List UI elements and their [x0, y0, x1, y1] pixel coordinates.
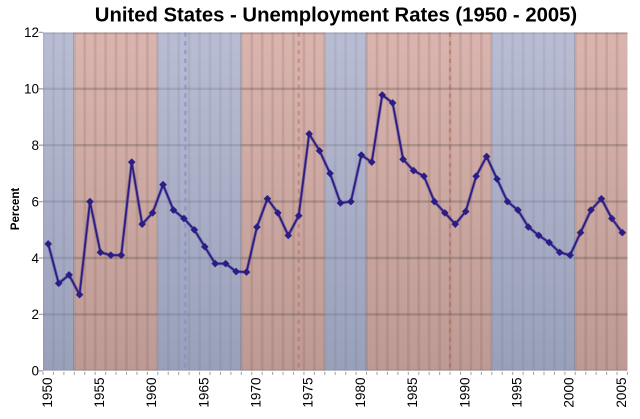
svg-text:0: 0 [31, 364, 39, 379]
svg-text:1970: 1970 [249, 377, 264, 408]
svg-text:2: 2 [31, 307, 39, 322]
svg-text:1955: 1955 [92, 377, 107, 407]
svg-text:1985: 1985 [405, 377, 420, 407]
svg-text:1980: 1980 [353, 377, 368, 408]
svg-text:1960: 1960 [144, 377, 159, 408]
svg-text:United States - Unemployment R: United States - Unemployment Rates (1950… [95, 5, 577, 27]
svg-text:1975: 1975 [301, 377, 316, 407]
svg-text:12: 12 [24, 25, 39, 40]
svg-text:1950: 1950 [40, 377, 55, 408]
svg-text:Percent: Percent [9, 188, 22, 231]
svg-text:10: 10 [24, 82, 39, 97]
svg-text:1965: 1965 [196, 377, 211, 407]
svg-text:4: 4 [31, 251, 39, 266]
svg-text:6: 6 [31, 194, 39, 209]
svg-text:2000: 2000 [562, 377, 577, 408]
svg-text:2005: 2005 [614, 377, 629, 407]
svg-text:8: 8 [31, 138, 39, 153]
svg-text:1995: 1995 [510, 377, 525, 407]
svg-text:1990: 1990 [457, 377, 472, 408]
